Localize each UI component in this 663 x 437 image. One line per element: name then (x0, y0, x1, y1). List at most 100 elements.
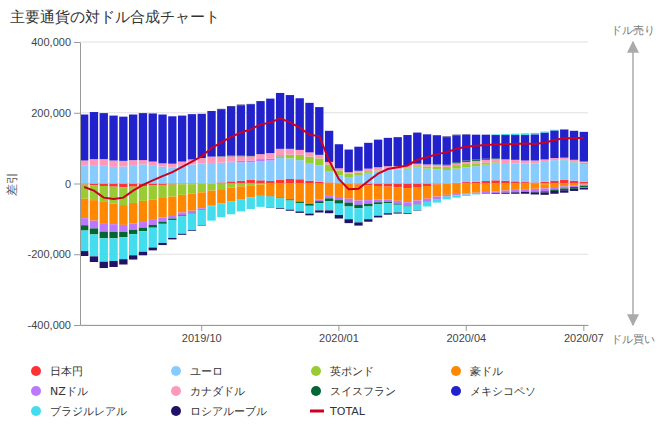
bar (158, 224, 166, 243)
bar (335, 204, 343, 215)
bar (423, 186, 431, 199)
bar (452, 165, 460, 169)
y-tick-mark (74, 42, 80, 43)
bar (384, 202, 392, 203)
bar (511, 160, 519, 164)
bar (521, 133, 529, 135)
bar (247, 103, 255, 104)
bar (570, 184, 578, 186)
bar (266, 99, 274, 153)
legend-label: TOTAL (329, 405, 366, 418)
bar (178, 116, 186, 162)
bar (119, 232, 127, 237)
bar (364, 219, 372, 221)
bar (178, 213, 186, 216)
bar (286, 184, 294, 200)
bar (305, 214, 313, 216)
bar (227, 107, 235, 156)
grid-line (80, 254, 588, 255)
bar (403, 202, 411, 206)
bar (354, 222, 362, 225)
bar (580, 182, 588, 184)
bar (345, 174, 353, 178)
bar (80, 231, 88, 252)
legend-swatch (171, 406, 181, 416)
bar (256, 196, 264, 207)
bar (100, 262, 108, 268)
bar (482, 135, 490, 159)
legend-swatch (31, 406, 41, 416)
bar (550, 181, 558, 184)
bar (580, 184, 588, 185)
bar (374, 184, 382, 186)
bar (364, 206, 372, 219)
bar (237, 156, 245, 161)
bar (188, 214, 196, 231)
bar (570, 187, 578, 189)
bar (129, 223, 137, 229)
bar (109, 224, 117, 232)
legend-label: ブラジルレアル (50, 405, 127, 418)
bar-series (80, 129, 588, 262)
legend-item: メキシコペソ (451, 385, 536, 398)
bar (540, 159, 548, 161)
bar (276, 156, 284, 158)
x-tick-mark (338, 325, 339, 331)
bar (237, 181, 245, 184)
bar (384, 213, 392, 214)
bar (247, 161, 255, 163)
bar (550, 184, 558, 188)
legend-label: ユーロ (190, 365, 223, 378)
y-tick-label: -400,000 (28, 319, 71, 331)
bar (80, 199, 88, 218)
bar (256, 183, 264, 184)
bar (452, 184, 460, 195)
bar (207, 163, 215, 184)
x-tick-mark (201, 325, 202, 331)
legend-swatch (31, 366, 41, 376)
bar (443, 184, 451, 195)
bar (433, 135, 441, 164)
bar (482, 163, 490, 165)
bar (119, 167, 127, 184)
legend-label: 豪ドル (470, 365, 503, 378)
bar (384, 138, 392, 166)
bar (158, 222, 166, 224)
bar (384, 184, 392, 187)
x-axis-line (81, 325, 589, 326)
bar (511, 134, 519, 135)
bar (394, 184, 402, 188)
bar (198, 114, 206, 158)
bar (217, 203, 225, 217)
bar (501, 184, 509, 191)
bar (109, 232, 117, 238)
bar (315, 199, 323, 201)
bar (256, 185, 264, 196)
bar (296, 155, 304, 160)
bar (168, 164, 176, 168)
bar (139, 231, 147, 252)
bar (139, 160, 147, 164)
y-tick-mark (74, 184, 80, 185)
bar (315, 158, 323, 165)
bar (276, 155, 284, 156)
bar (384, 187, 392, 200)
bar (129, 160, 137, 165)
bar (139, 252, 147, 256)
bar (149, 184, 157, 186)
bar (139, 228, 147, 232)
x-tick: 2020/01 (319, 325, 359, 344)
bar (354, 208, 362, 222)
bar (198, 225, 206, 226)
y-tick-mark (74, 325, 80, 326)
bar (129, 255, 137, 259)
bar (256, 184, 264, 185)
annotation: ドル売り (611, 24, 655, 37)
bar (100, 232, 108, 239)
x-tick: 2020/04 (446, 325, 486, 344)
bar (227, 162, 235, 181)
bar (247, 185, 255, 197)
bar (266, 197, 274, 208)
bar (90, 112, 98, 159)
bar (315, 165, 323, 181)
